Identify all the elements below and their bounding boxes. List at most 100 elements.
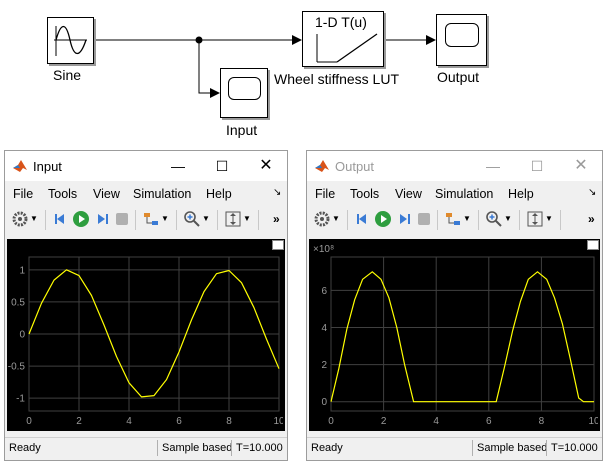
gear-icon[interactable] [11,210,29,228]
menu-tools[interactable]: Tools [48,187,78,201]
menu-simulation[interactable]: Simulation [133,187,192,201]
window-titlebar[interactable]: Input — ☐ ✕ [5,151,287,181]
y-tick-label: 0 [321,397,327,408]
y-tick-label: 1 [19,265,25,276]
status-sample-mode: Sample based [157,440,232,456]
y-tick-label: -0.5 [8,362,26,373]
menu-file[interactable]: File [315,187,336,201]
dropdown-arrow-icon[interactable]: ▼ [504,214,512,223]
status-sample-mode: Sample based [472,440,547,456]
undock-icon[interactable] [587,240,599,250]
matlab-logo-icon [13,160,27,172]
window-title: Output [335,159,375,174]
model-lines [94,35,436,98]
step-back-icon[interactable] [52,210,70,228]
output-scope-block[interactable] [436,14,487,66]
x-tick-label: 4 [433,416,439,427]
menu-file[interactable]: File [13,187,34,201]
dropdown-arrow-icon[interactable]: ▼ [202,214,210,223]
y-tick-label: -1 [16,394,25,405]
signal-trace [330,271,594,403]
status-bar: Ready Sample based T=10.000 [5,437,287,460]
gear-icon[interactable] [313,210,331,228]
dropdown-arrow-icon[interactable]: ▼ [545,214,553,223]
maximize-icon[interactable]: ☐ [215,158,229,174]
dropdown-arrow-icon[interactable]: ▼ [243,214,251,223]
run-icon[interactable] [374,210,392,228]
x-tick-label: 6 [486,416,492,427]
y-tick-label: 0 [19,330,25,341]
output-scope-label: Output [437,69,480,85]
autoscale-icon[interactable] [224,210,242,228]
x-tick-label: 6 [176,416,182,427]
dropdown-arrow-icon[interactable]: ▼ [332,214,340,223]
dropdown-arrow-icon[interactable]: ▼ [161,214,169,223]
menu-view[interactable]: View [395,187,422,201]
sine-wave-block[interactable] [47,17,94,64]
menu-view[interactable]: View [93,187,120,201]
undock-icon[interactable] [272,240,284,250]
signal-trace [28,269,280,398]
step-back-icon[interactable] [354,210,372,228]
menu-tools[interactable]: Tools [350,187,380,201]
close-icon[interactable]: ✕ [574,157,588,174]
window-titlebar[interactable]: Output — ☐ ✕ [307,151,602,181]
output-scope-window[interactable]: Output — ☐ ✕ File Tools View Simulation Help ↘ ▼ ▼ ▼… [306,150,603,461]
status-bar: Ready Sample based T=10.000 [307,437,602,460]
y-tick-label: 4 [321,323,327,334]
zoom-icon[interactable] [183,210,201,228]
menu-simulation[interactable]: Simulation [435,187,494,201]
input-scope-window[interactable]: Input — ☐ ✕ File Tools View Simulation Help ↘ ▼ ▼ ▼ ▼… [4,150,288,461]
menu-overflow-icon[interactable]: ↘ [588,187,597,198]
menu-overflow-icon[interactable]: ↘ [273,187,282,198]
toolbar-overflow-icon[interactable]: » [273,212,280,226]
menu-help[interactable]: Help [508,187,534,201]
x-tick-label: 8 [226,416,232,427]
toolbar: ▼ ▼ ▼ ▼ » [5,207,287,233]
lookup-table-block[interactable]: 1-D T(u) [302,11,384,67]
dropdown-arrow-icon[interactable]: ▼ [463,214,471,223]
input-scope-label: Input [226,122,258,138]
lut-curve-icon [316,33,378,63]
y-tick-label: 6 [321,286,327,297]
x-tick-label: 0 [26,416,32,427]
autoscale-icon[interactable] [526,210,544,228]
lut-block-label: Wheel stiffness LUT [274,71,400,87]
signal-selector-icon[interactable] [444,210,462,228]
close-icon[interactable]: ✕ [259,157,273,174]
x-tick-label: 8 [539,416,545,427]
step-forward-icon[interactable] [395,210,413,228]
scope-screen-icon [445,23,479,47]
plot-frame [330,256,595,412]
input-scope-block[interactable] [220,68,268,118]
status-ready: Ready [9,442,41,454]
status-ready: Ready [311,442,343,454]
status-sim-time: T=10.000 [231,440,283,456]
matlab-logo-icon [315,160,329,172]
minimize-icon[interactable]: — [486,158,500,174]
step-forward-icon[interactable] [93,210,111,228]
y-exponent-label: ×10⁸ [313,244,334,255]
x-tick-label: 2 [381,416,387,427]
stop-icon[interactable] [113,210,131,228]
menu-bar: File Tools View Simulation Help ↘ [307,183,602,205]
x-tick-label: 10 [588,416,598,427]
dropdown-arrow-icon[interactable]: ▼ [30,214,38,223]
y-tick-label: 0.5 [11,297,25,308]
scope-plot[interactable]: 0 2 4 6 8 10 -1 -0.5 0 0.5 1 [7,239,285,431]
scope-plot[interactable]: 0 2 4 6 8 10 0 2 4 6 ×10⁸ [309,239,600,431]
zoom-icon[interactable] [485,210,503,228]
maximize-icon[interactable]: ☐ [530,158,544,174]
minimize-icon[interactable]: — [171,158,185,174]
menu-help[interactable]: Help [206,187,232,201]
sine-wave-icon [54,25,87,56]
scope-screen-icon [228,77,261,100]
stop-icon[interactable] [415,210,433,228]
signal-selector-icon[interactable] [142,210,160,228]
menu-bar: File Tools View Simulation Help ↘ [5,183,287,205]
x-tick-label: 2 [76,416,82,427]
x-tick-label: 10 [273,416,283,427]
window-title: Input [33,159,62,174]
run-icon[interactable] [72,210,90,228]
toolbar-overflow-icon[interactable]: » [588,212,595,226]
